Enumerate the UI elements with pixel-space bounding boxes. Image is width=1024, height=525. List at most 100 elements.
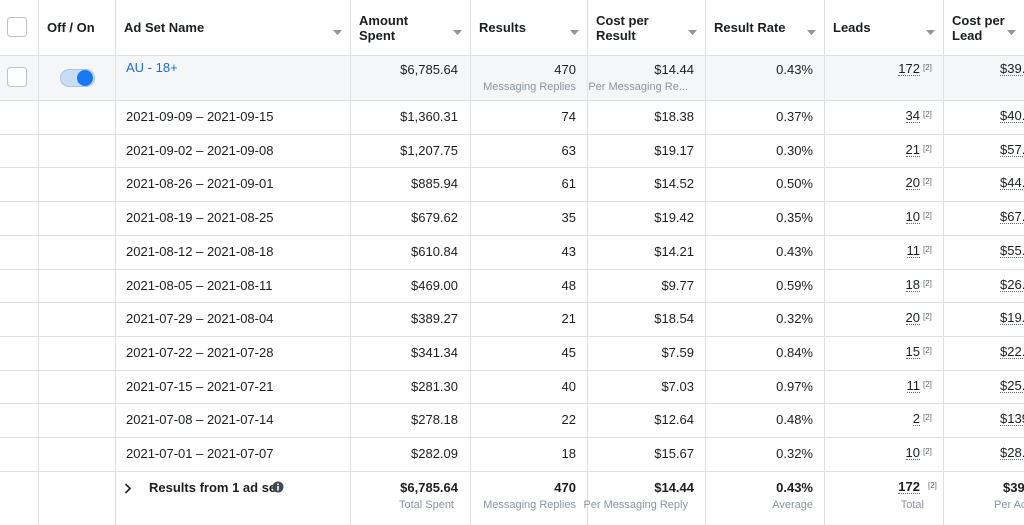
cost-per-lead-cell: $19. — [1000, 310, 1024, 326]
checkbox[interactable] — [7, 17, 27, 37]
column-divider — [587, 0, 588, 525]
leads-cell[interactable]: 15 — [905, 343, 920, 359]
amount-cell: $389.27 — [411, 311, 458, 327]
column-divider — [824, 0, 825, 525]
checkbox[interactable] — [7, 67, 27, 87]
checkbox-icon — [7, 67, 27, 87]
leads-note: [2] — [923, 413, 932, 423]
column-divider — [470, 0, 471, 525]
toggle-icon — [60, 69, 95, 87]
cost-per-lead-cell: $28. — [1000, 445, 1024, 460]
rate-cell: 0.84% — [776, 344, 813, 360]
leads-cell[interactable]: 21 — [905, 141, 920, 157]
amount-cell: $1,207.75 — [400, 142, 458, 158]
results-cell: 48 — [561, 277, 576, 293]
leads-cell[interactable]: 172 — [898, 478, 920, 494]
cost-per-result-cell: $14.52 — [654, 176, 694, 192]
date-range: 2021-08-05 – 2021-08-11 — [126, 277, 273, 293]
info-icon[interactable] — [272, 481, 284, 493]
sort-arrow[interactable] — [453, 24, 462, 35]
cost-per-lead-cell: $44. — [1000, 175, 1024, 191]
amount-cell: $469.00 — [411, 277, 458, 293]
sort-arrow[interactable] — [688, 24, 697, 35]
toggle[interactable] — [60, 68, 96, 88]
cell-subtext: Per Messaging Reply — [583, 498, 688, 511]
sort-arrow[interactable] — [570, 24, 579, 35]
column-header[interactable]: Ad Set Name — [124, 20, 205, 35]
results-cell: 470 — [554, 479, 576, 495]
cell-subtext: Per Messaging Re... — [588, 81, 688, 93]
leads-note: [2] — [923, 143, 932, 153]
cell-subtext: Per Ac — [994, 498, 1024, 511]
sort-arrow-icon — [333, 30, 342, 35]
column-header[interactable]: Cost per Result — [596, 13, 649, 43]
sort-arrow[interactable] — [1007, 24, 1016, 35]
column-header[interactable]: Result Rate — [714, 20, 786, 35]
column-divider — [350, 0, 351, 525]
column-header[interactable]: Amount Spent — [359, 13, 409, 43]
leads-cell[interactable]: 18 — [905, 276, 920, 292]
results-cell: 35 — [561, 210, 576, 226]
amount-cell: $679.62 — [411, 210, 458, 226]
leads-cell[interactable]: 34 — [905, 108, 920, 123]
column-divider — [705, 0, 706, 525]
results-cell: 40 — [561, 378, 576, 394]
leads-cell[interactable]: 10 — [905, 209, 920, 225]
rate-cell: 0.43% — [776, 243, 813, 259]
expand-chevron[interactable] — [124, 482, 132, 494]
sort-arrow[interactable] — [926, 24, 935, 35]
amount-cell: $1,360.31 — [400, 109, 458, 124]
cost-per-lead-cell: $26. — [1000, 276, 1024, 292]
sort-arrow[interactable] — [807, 24, 816, 35]
amount-cell: $341.34 — [411, 344, 458, 360]
date-range: 2021-07-22 – 2021-07-28 — [126, 344, 274, 360]
date-range: 2021-07-01 – 2021-07-07 — [126, 446, 274, 461]
date-range: 2021-07-08 – 2021-07-14 — [126, 412, 274, 428]
cell-subtext: Messaging Replies — [483, 498, 576, 511]
leads-cell[interactable]: 2 — [912, 411, 920, 427]
row-divider — [0, 55, 1024, 56]
rate-cell: 0.50% — [776, 176, 813, 192]
cell-subtext: Messaging Replies — [483, 81, 576, 93]
cost-per-lead-cell: $22. — [1000, 343, 1024, 359]
ad-set-name[interactable]: AU - 18+ — [126, 60, 178, 75]
cost-per-lead-cell: $39. — [1000, 61, 1024, 76]
results-cell: 21 — [561, 311, 576, 327]
leads-note: [2] — [923, 379, 932, 389]
column-header[interactable]: Results — [479, 20, 526, 35]
column-header[interactable]: Off / On — [47, 20, 95, 35]
sort-arrow-icon — [570, 30, 579, 35]
results-cell: 470 — [554, 62, 576, 77]
cost-per-lead-cell: $25. — [1000, 377, 1024, 393]
date-range: 2021-08-12 – 2021-08-18 — [126, 243, 274, 259]
leads-cell[interactable]: 10 — [905, 445, 920, 460]
row-divider — [0, 369, 1024, 371]
cost-per-result-cell: $9.77 — [661, 277, 694, 293]
cost-per-result-cell: $18.38 — [654, 109, 694, 124]
amount-cell: $278.18 — [411, 412, 458, 428]
cost-per-result-cell: $18.54 — [654, 311, 694, 327]
leads-cell[interactable]: 11 — [906, 242, 920, 258]
leads-cell[interactable]: 20 — [905, 175, 920, 191]
rate-cell: 0.32% — [776, 446, 813, 461]
date-range: 2021-08-19 – 2021-08-25 — [126, 210, 274, 226]
leads-note: [2] — [923, 447, 932, 456]
results-cell: 63 — [561, 142, 576, 158]
column-header[interactable]: Cost per Lead — [952, 13, 1005, 43]
column-header[interactable]: Leads — [833, 20, 871, 35]
amount-cell: $885.94 — [411, 176, 458, 192]
sort-arrow-icon — [926, 30, 935, 35]
leads-note: [2] — [923, 278, 932, 288]
results-cell: 61 — [561, 176, 576, 192]
amount-cell: $282.09 — [411, 446, 458, 461]
sort-arrow[interactable] — [333, 24, 342, 35]
amount-cell: $6,785.64 — [400, 62, 458, 77]
row-divider — [0, 201, 1024, 203]
leads-cell[interactable]: 172 — [898, 61, 920, 76]
column-divider — [943, 0, 944, 525]
rate-cell: 0.43% — [776, 62, 813, 77]
leads-cell[interactable]: 11 — [906, 377, 920, 393]
leads-cell[interactable]: 20 — [905, 310, 920, 326]
date-range: 2021-09-09 – 2021-09-15 — [126, 109, 274, 124]
